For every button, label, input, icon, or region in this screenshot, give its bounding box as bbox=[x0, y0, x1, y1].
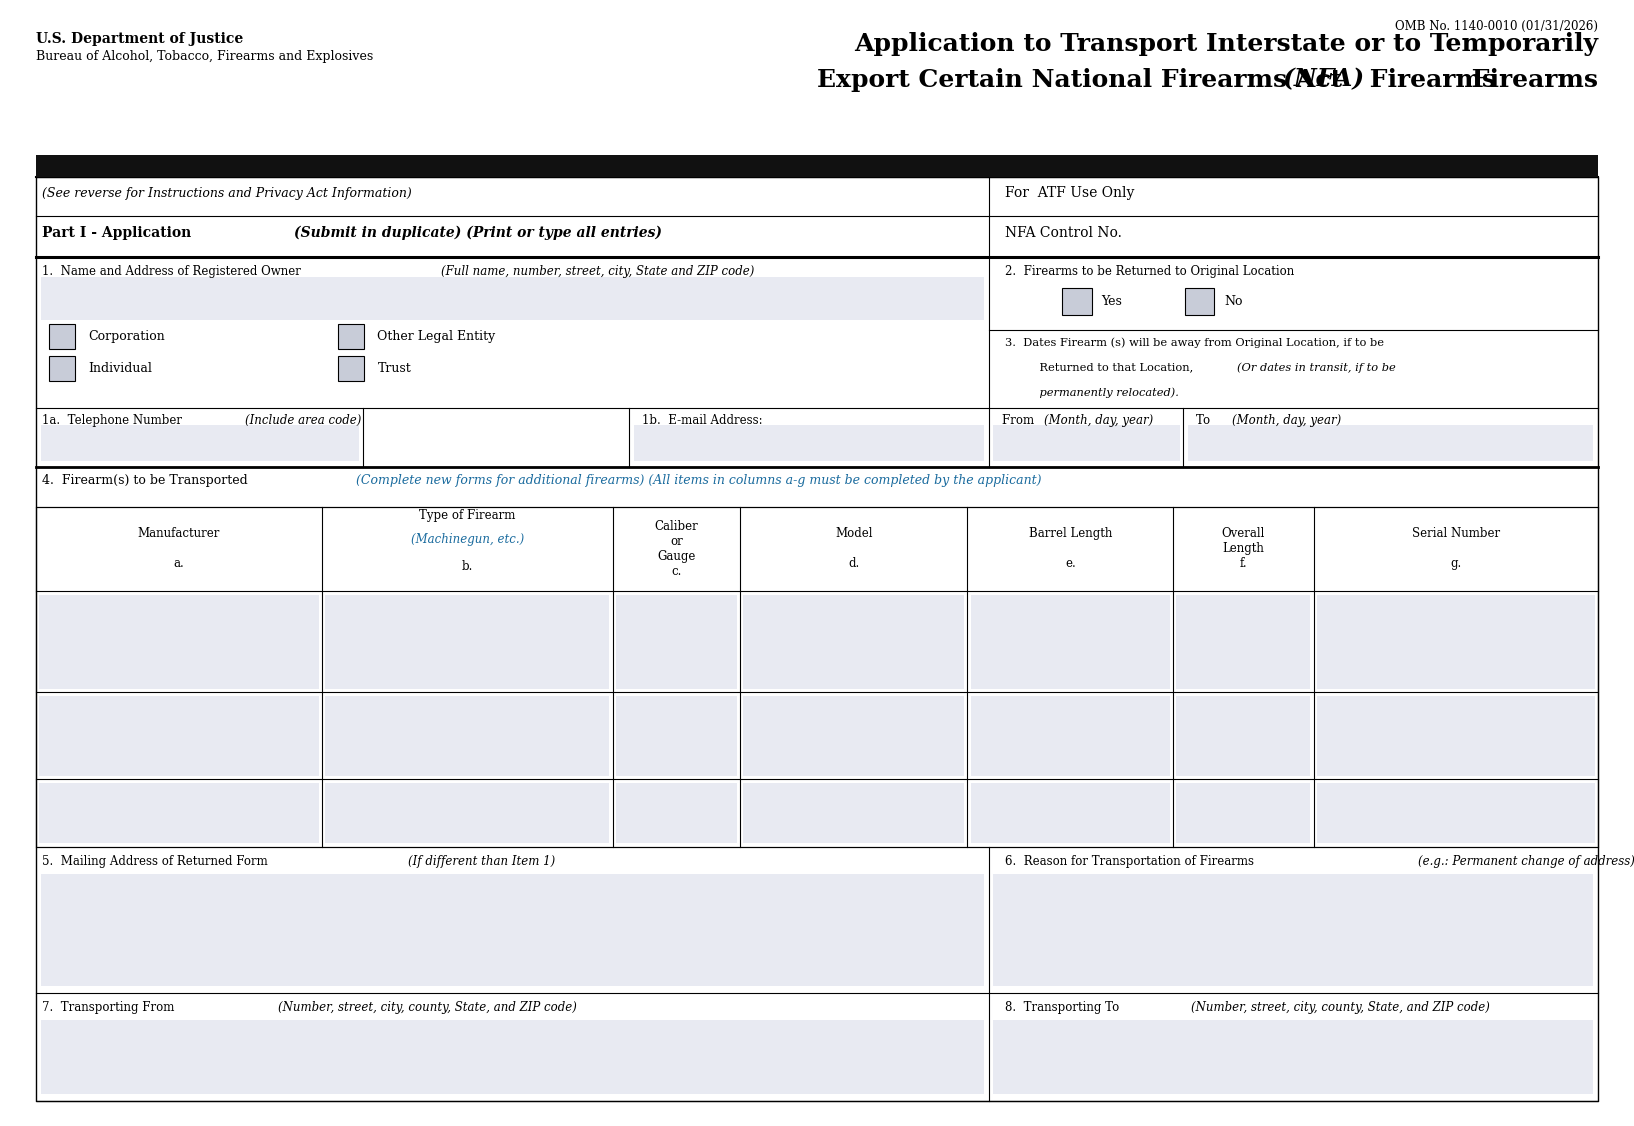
Text: Overall
Length
f.: Overall Length f. bbox=[1222, 527, 1265, 571]
Bar bbox=[993, 874, 1593, 986]
Bar bbox=[993, 425, 1180, 461]
Bar bbox=[36, 155, 1598, 177]
Bar bbox=[1176, 696, 1310, 776]
Text: No: No bbox=[1224, 295, 1242, 309]
Text: 5.  Mailing Address of Returned Form: 5. Mailing Address of Returned Form bbox=[42, 855, 271, 868]
Bar bbox=[971, 696, 1170, 776]
Text: Corporation: Corporation bbox=[88, 330, 165, 343]
Text: (NFA): (NFA) bbox=[1283, 68, 1364, 91]
Bar bbox=[41, 874, 984, 986]
Text: Bureau of Alcohol, Tobacco, Firearms and Explosives: Bureau of Alcohol, Tobacco, Firearms and… bbox=[36, 50, 373, 63]
Bar bbox=[634, 425, 984, 461]
Text: (Month, day, year): (Month, day, year) bbox=[1044, 414, 1154, 428]
Text: Application to Transport Interstate or to Temporarily: Application to Transport Interstate or t… bbox=[855, 32, 1598, 55]
Text: (Full name, number, street, city, State and ZIP code): (Full name, number, street, city, State … bbox=[441, 265, 755, 278]
Text: For  ATF Use Only: For ATF Use Only bbox=[1005, 186, 1134, 200]
Text: Trust: Trust bbox=[377, 361, 412, 375]
Bar bbox=[971, 783, 1170, 843]
Bar bbox=[1176, 595, 1310, 689]
Text: Firearms: Firearms bbox=[1361, 68, 1497, 91]
Text: 7.  Transporting From: 7. Transporting From bbox=[42, 1001, 178, 1015]
Text: 1a.  Telephone Number: 1a. Telephone Number bbox=[42, 414, 186, 428]
Text: Part I - Application: Part I - Application bbox=[42, 226, 196, 240]
Bar bbox=[49, 324, 75, 349]
Text: U.S. Department of Justice: U.S. Department of Justice bbox=[36, 32, 243, 45]
Text: From: From bbox=[1002, 414, 1038, 428]
Bar bbox=[36, 177, 1598, 1101]
Text: OMB No. 1140-0010 (01/31/2026): OMB No. 1140-0010 (01/31/2026) bbox=[1395, 20, 1598, 34]
Text: (Or dates in transit, if to be: (Or dates in transit, if to be bbox=[1237, 363, 1395, 373]
Bar bbox=[1062, 288, 1092, 315]
Text: b.: b. bbox=[462, 561, 472, 573]
Bar bbox=[1188, 425, 1593, 461]
Bar bbox=[993, 1020, 1593, 1094]
Text: (Include area code): (Include area code) bbox=[245, 414, 361, 428]
Bar bbox=[616, 783, 737, 843]
Text: (Number, street, city, county, State, and ZIP code): (Number, street, city, county, State, an… bbox=[278, 1001, 577, 1015]
Bar bbox=[616, 595, 737, 689]
Bar bbox=[49, 356, 75, 381]
Text: 2.  Firearms to be Returned to Original Location: 2. Firearms to be Returned to Original L… bbox=[1005, 265, 1294, 278]
Bar bbox=[325, 783, 609, 843]
Text: Caliber
or
Gauge
c.: Caliber or Gauge c. bbox=[655, 520, 698, 578]
Text: 3.  Dates Firearm (s) will be away from Original Location, if to be: 3. Dates Firearm (s) will be away from O… bbox=[1005, 338, 1384, 348]
Text: Model

d.: Model d. bbox=[835, 527, 873, 571]
Bar bbox=[1317, 783, 1595, 843]
Bar bbox=[41, 425, 359, 461]
Text: 1.  Name and Address of Registered Owner: 1. Name and Address of Registered Owner bbox=[42, 265, 306, 278]
Bar bbox=[616, 696, 737, 776]
Text: (Month, day, year): (Month, day, year) bbox=[1232, 414, 1342, 428]
Text: (If different than Item 1): (If different than Item 1) bbox=[408, 855, 556, 868]
Bar bbox=[1317, 696, 1595, 776]
Text: 8.  Transporting To: 8. Transporting To bbox=[1005, 1001, 1123, 1015]
Text: NFA Control No.: NFA Control No. bbox=[1005, 226, 1123, 240]
Text: Firearms: Firearms bbox=[1462, 68, 1598, 91]
Text: (Number, street, city, county, State, and ZIP code): (Number, street, city, county, State, an… bbox=[1191, 1001, 1490, 1015]
Text: Returned to that Location,: Returned to that Location, bbox=[1025, 363, 1196, 373]
Bar bbox=[39, 696, 319, 776]
Bar bbox=[743, 696, 964, 776]
Bar bbox=[1185, 288, 1214, 315]
Bar bbox=[39, 595, 319, 689]
Bar bbox=[338, 324, 364, 349]
Bar bbox=[971, 595, 1170, 689]
Text: (e.g.: Permanent change of address): (e.g.: Permanent change of address) bbox=[1418, 855, 1634, 868]
Text: Individual: Individual bbox=[88, 361, 152, 375]
Text: To: To bbox=[1196, 414, 1217, 428]
Text: permanently relocated).: permanently relocated). bbox=[1025, 387, 1178, 397]
Text: Barrel Length

e.: Barrel Length e. bbox=[1028, 527, 1113, 571]
Text: (Machinegun, etc.): (Machinegun, etc.) bbox=[410, 534, 525, 546]
Text: 6.  Reason for Transportation of Firearms: 6. Reason for Transportation of Firearms bbox=[1005, 855, 1258, 868]
Bar bbox=[338, 356, 364, 381]
Bar bbox=[1317, 595, 1595, 689]
Bar bbox=[325, 696, 609, 776]
Text: Yes: Yes bbox=[1101, 295, 1123, 309]
Text: Other Legal Entity: Other Legal Entity bbox=[377, 330, 495, 343]
Bar bbox=[41, 277, 984, 320]
Text: Manufacturer

a.: Manufacturer a. bbox=[137, 527, 221, 571]
Bar bbox=[39, 783, 319, 843]
Text: (Submit in duplicate) (Print or type all entries): (Submit in duplicate) (Print or type all… bbox=[294, 226, 662, 240]
Bar bbox=[325, 595, 609, 689]
Text: Export Certain National Firearms Act: Export Certain National Firearms Act bbox=[817, 68, 1351, 91]
Text: (See reverse for Instructions and Privacy Act Information): (See reverse for Instructions and Privac… bbox=[42, 187, 412, 199]
Bar bbox=[36, 507, 1598, 847]
Bar bbox=[743, 595, 964, 689]
Bar bbox=[41, 1020, 984, 1094]
Text: (Complete new forms for additional firearms) (All items in columns a-g must be c: (Complete new forms for additional firea… bbox=[356, 474, 1042, 488]
Text: Type of Firearm: Type of Firearm bbox=[420, 509, 515, 521]
Text: 1b.  E-mail Address:: 1b. E-mail Address: bbox=[642, 414, 763, 428]
Text: Serial Number

g.: Serial Number g. bbox=[1412, 527, 1500, 571]
Text: 4.  Firearm(s) to be Transported: 4. Firearm(s) to be Transported bbox=[42, 474, 252, 488]
Bar bbox=[743, 783, 964, 843]
Bar bbox=[1176, 783, 1310, 843]
